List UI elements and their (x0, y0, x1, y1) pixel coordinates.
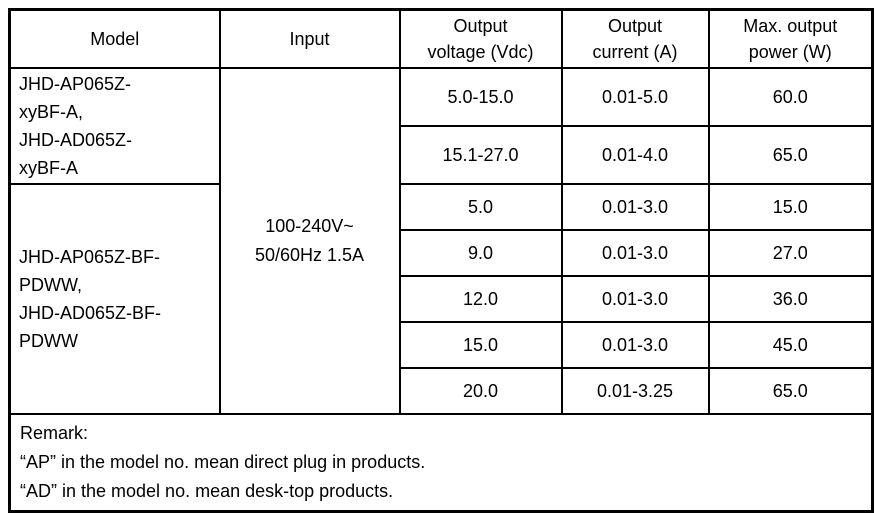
table-row: 9.0 0.01-3.0 27.0 (10, 229, 874, 277)
header-output-voltage: Output voltage (Vdc) (398, 8, 563, 69)
remark-title: Remark: (20, 423, 89, 443)
table-row: 12.0 0.01-3.0 36.0 (10, 275, 874, 323)
output-current-cell: 0.01-3.0 (560, 229, 710, 277)
max-output-power-cell: 45.0 (707, 321, 874, 369)
max-output-power-cell: 36.0 (707, 275, 874, 323)
max-output-power-cell: 27.0 (707, 229, 874, 277)
header-max-output-power: Max. output power (W) (707, 8, 874, 69)
remark-line-ad: “AD” in the model no. mean desk-top prod… (20, 481, 394, 501)
output-voltage-cell: 12.0 (398, 275, 563, 323)
model-group-1-cell: JHD-AP065Z- xyBF-A, JHD-AD065Z- xyBF-A (8, 67, 221, 185)
table-row: JHD-AP065Z-BF- PDWW, JHD-AD065Z-BF- PDWW… (8, 183, 874, 415)
output-current-cell: 0.01-3.0 (560, 321, 710, 369)
output-voltage-cell: 5.0-15.0 (398, 67, 563, 127)
header-row: Model Input Output voltage (Vdc) Output … (8, 8, 874, 69)
input-cell: 100-240V~ 50/60Hz 1.5A (218, 67, 401, 415)
output-current-cell: 0.01-5.0 (560, 67, 710, 127)
remark-line-ap: “AP” in the model no. mean direct plug i… (20, 452, 426, 472)
table-row: 15.0 0.01-3.0 45.0 (10, 321, 874, 369)
spec-table: Model Input Output voltage (Vdc) Output … (8, 8, 874, 513)
max-output-power-cell: 60.0 (707, 67, 874, 127)
output-current-cell: 0.01-3.0 (560, 275, 710, 323)
output-voltage-cell: 9.0 (398, 229, 563, 277)
model-group-2-cell: JHD-AP065Z-BF- PDWW, JHD-AD065Z-BF- PDWW (8, 183, 221, 415)
table-row: 20.0 0.01-3.25 65.0 (10, 367, 874, 415)
output-voltage-cell: 5.0 (398, 183, 563, 231)
table-row: JHD-AP065Z- xyBF-A, JHD-AD065Z- xyBF-A 1… (8, 67, 874, 415)
output-voltage-cell: 15.1-27.0 (398, 125, 563, 185)
header-input: Input (218, 8, 401, 69)
header-output-current: Output current (A) (560, 8, 710, 69)
remark-cell: Remark: “AP” in the model no. mean direc… (8, 413, 874, 513)
output-voltage-cell: 20.0 (398, 367, 563, 415)
max-output-power-cell: 15.0 (707, 183, 874, 231)
output-voltage-cell: 15.0 (398, 321, 563, 369)
output-current-cell: 0.01-3.25 (560, 367, 710, 415)
output-current-cell: 0.01-3.0 (560, 183, 710, 231)
header-model: Model (8, 8, 221, 69)
table-row: 15.1-27.0 0.01-4.0 65.0 (10, 125, 874, 185)
max-output-power-cell: 65.0 (707, 367, 874, 415)
output-current-cell: 0.01-4.0 (560, 125, 710, 185)
remark-row: Remark: “AP” in the model no. mean direc… (8, 413, 874, 513)
max-output-power-cell: 65.0 (707, 125, 874, 185)
